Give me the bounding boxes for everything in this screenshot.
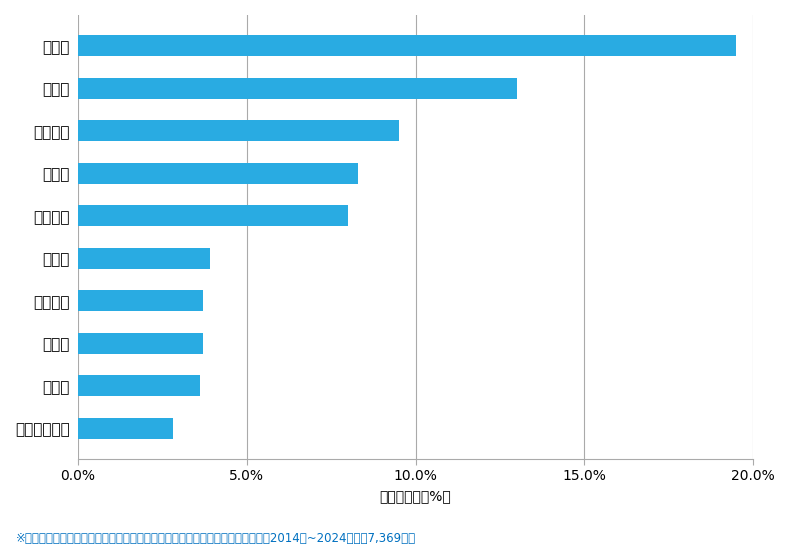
Bar (78, 290, 203, 311)
Bar (78, 247, 209, 269)
Text: ※弊社受付の案件を対象に、受付時に市区町村の回答があったものを集計（期間2014年~2024年、計7,369件）: ※弊社受付の案件を対象に、受付時に市区町村の回答があったものを集計（期間2014… (16, 532, 416, 545)
Bar (78, 205, 348, 226)
X-axis label: 件数の割合（%）: 件数の割合（%） (380, 489, 451, 503)
Bar (78, 163, 358, 184)
Bar (78, 120, 399, 142)
Bar (78, 333, 203, 354)
Bar (78, 418, 172, 439)
Bar (78, 78, 517, 99)
Bar (78, 35, 736, 56)
Bar (78, 375, 200, 396)
